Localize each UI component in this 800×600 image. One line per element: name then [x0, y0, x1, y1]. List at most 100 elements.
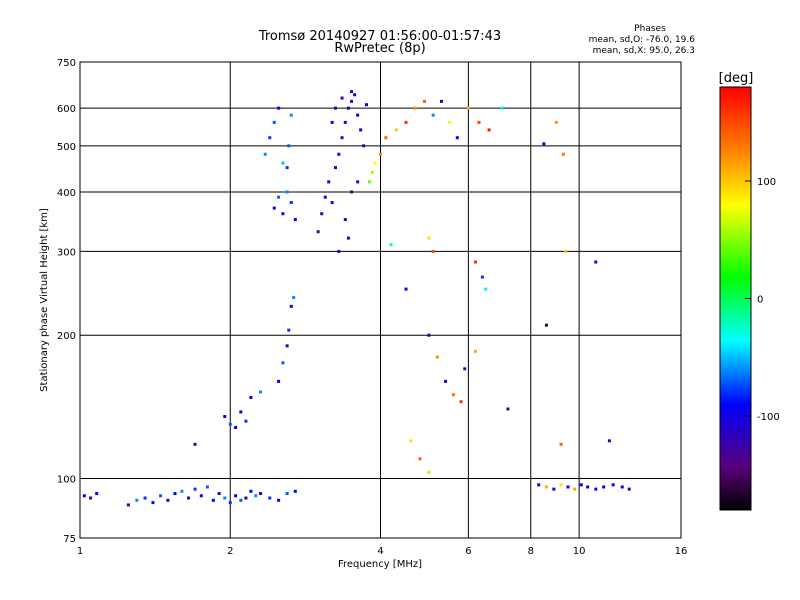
data-point — [337, 152, 341, 156]
data-point — [187, 496, 191, 500]
y-tick-labels: 75 100 200 300 400 500 600 750 — [57, 58, 76, 545]
data-point — [143, 496, 147, 500]
data-point — [249, 395, 253, 399]
data-point — [211, 498, 215, 502]
data-point — [254, 494, 258, 498]
y-tick-label: 500 — [57, 142, 76, 153]
data-point — [281, 212, 285, 216]
data-point — [427, 333, 431, 337]
grid-lines — [80, 62, 681, 538]
data-point — [281, 361, 285, 365]
data-point — [333, 106, 337, 110]
x-tick-label: 10 — [573, 546, 586, 557]
phases-heading: Phases — [634, 24, 666, 34]
data-point — [159, 494, 163, 498]
data-point — [228, 501, 232, 505]
data-point — [316, 230, 320, 234]
colorbar-label: [deg] — [719, 71, 754, 86]
data-point — [413, 106, 417, 110]
data-point — [389, 243, 393, 247]
data-point — [544, 485, 548, 489]
data-point — [223, 414, 227, 418]
data-point — [287, 144, 291, 148]
colorbar-tick-label: 100 — [757, 177, 776, 188]
data-point — [343, 218, 347, 222]
data-point — [285, 166, 289, 170]
data-point — [466, 106, 470, 110]
data-point — [193, 442, 197, 446]
x-tick-label: 4 — [377, 546, 383, 557]
data-point — [239, 498, 243, 502]
data-point — [594, 487, 598, 491]
data-point — [559, 442, 563, 446]
data-point — [244, 496, 248, 500]
data-point — [217, 492, 221, 496]
data-point — [277, 195, 281, 199]
data-point — [473, 260, 477, 264]
data-point — [554, 120, 558, 124]
data-point — [343, 120, 347, 124]
data-point — [537, 483, 541, 487]
x-axis-label: Frequency [MHz] — [338, 559, 422, 570]
data-point — [427, 470, 431, 474]
data-point — [356, 113, 360, 117]
data-point — [611, 483, 615, 487]
x-tick-labels: 1 2 4 6 8 10 16 — [77, 546, 688, 557]
y-tick-label: 200 — [57, 331, 76, 342]
data-point — [463, 367, 467, 371]
data-point — [285, 190, 289, 194]
data-point — [559, 483, 563, 487]
data-point — [444, 379, 448, 383]
data-point — [249, 489, 253, 493]
y-tick-label: 600 — [57, 104, 76, 115]
data-point — [602, 485, 606, 489]
data-point — [459, 400, 463, 404]
y-tick-label: 300 — [57, 247, 76, 258]
data-point — [566, 485, 570, 489]
x-tick-label: 1 — [77, 546, 83, 557]
data-point — [277, 106, 281, 110]
y-tick-label: 75 — [63, 534, 76, 545]
data-point — [340, 136, 344, 140]
data-point — [431, 113, 435, 117]
data-point — [272, 206, 276, 210]
data-point — [350, 99, 354, 103]
data-point — [82, 494, 86, 498]
data-point — [287, 328, 291, 332]
data-point — [126, 503, 130, 507]
data-point — [327, 180, 331, 184]
colorbar-tick-label: 0 — [757, 295, 763, 306]
data-point — [359, 128, 363, 132]
data-point — [607, 439, 611, 443]
data-point — [404, 120, 408, 124]
data-point — [330, 201, 334, 205]
data-point — [323, 195, 327, 199]
data-point — [409, 439, 413, 443]
data-point — [561, 152, 565, 156]
chart-title: Tromsø 20140927 01:56:00-01:57:43 — [258, 29, 501, 44]
data-point — [427, 236, 431, 240]
data-point — [594, 260, 598, 264]
data-point — [370, 170, 374, 174]
data-point — [166, 498, 170, 502]
x-tick-label: 2 — [227, 546, 233, 557]
data-point — [353, 93, 357, 97]
data-point — [320, 212, 324, 216]
data-point — [404, 287, 408, 291]
data-point — [422, 99, 426, 103]
data-point — [346, 236, 350, 240]
y-tick-label: 400 — [57, 188, 76, 199]
data-point — [289, 201, 293, 205]
data-point — [199, 494, 203, 498]
data-point — [293, 218, 297, 222]
data-point — [346, 106, 350, 110]
data-point — [379, 152, 382, 156]
data-point — [289, 304, 293, 308]
data-point — [362, 144, 366, 148]
data-point — [373, 161, 377, 165]
data-point — [473, 349, 477, 353]
data-point — [340, 96, 344, 100]
data-point — [151, 501, 155, 505]
data-point — [333, 166, 337, 170]
